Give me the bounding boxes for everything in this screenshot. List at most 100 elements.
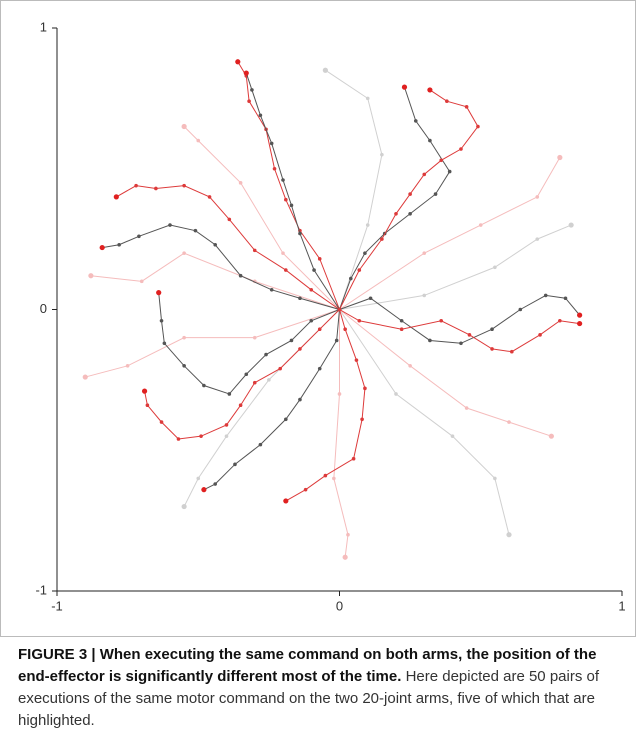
- end-effector: [113, 194, 119, 200]
- end-effector: [181, 503, 187, 510]
- joint: [202, 383, 206, 388]
- joint: [346, 532, 350, 537]
- joint: [213, 242, 217, 247]
- joint: [323, 473, 328, 478]
- joint: [510, 349, 514, 354]
- end-effector: [156, 290, 162, 296]
- end-effector: [283, 498, 289, 504]
- joint: [224, 434, 229, 438]
- joint: [196, 138, 201, 143]
- joint: [182, 251, 186, 255]
- joint: [467, 333, 472, 337]
- joint: [476, 124, 480, 129]
- joint: [380, 237, 384, 241]
- joint: [298, 296, 302, 301]
- y-tick-label: 0: [40, 301, 47, 316]
- joint: [224, 423, 229, 427]
- joint: [145, 403, 150, 408]
- joint: [168, 223, 172, 227]
- joint: [428, 338, 432, 343]
- joint: [422, 251, 427, 255]
- figure-border: [0, 0, 636, 637]
- arm-line: [102, 224, 340, 310]
- joint: [535, 195, 540, 199]
- joint: [332, 476, 336, 481]
- joint: [252, 248, 257, 253]
- end-effector: [88, 273, 94, 279]
- joint: [337, 307, 342, 312]
- end-effector: [548, 433, 554, 439]
- joint: [445, 99, 449, 103]
- joint: [264, 352, 268, 357]
- joint: [182, 335, 186, 340]
- joint: [363, 386, 367, 391]
- end-effector: [568, 222, 574, 228]
- joint: [413, 119, 418, 123]
- joint: [252, 335, 257, 340]
- end-effector: [577, 320, 583, 327]
- x-tick-label: 1: [618, 598, 625, 613]
- joint: [343, 327, 347, 332]
- joint: [193, 228, 198, 233]
- arm-line: [116, 185, 340, 310]
- joint: [298, 347, 302, 351]
- joint: [563, 296, 568, 301]
- joint: [137, 234, 141, 239]
- end-effector: [243, 70, 249, 76]
- plot-area: -1 0 1 -1 0 1: [35, 19, 625, 613]
- joint: [258, 113, 263, 118]
- end-effector: [506, 532, 512, 538]
- arm-line: [339, 309, 580, 353]
- joint: [309, 318, 314, 323]
- joint: [182, 183, 186, 188]
- arm-line: [85, 309, 340, 378]
- caption-text: Here depicted are 50 pairs of executions…: [18, 668, 600, 729]
- joint: [284, 197, 288, 202]
- joint: [450, 434, 455, 438]
- joint: [428, 138, 432, 143]
- joint: [354, 358, 359, 362]
- joint: [558, 318, 562, 323]
- joint: [250, 88, 254, 92]
- joint: [213, 482, 217, 486]
- caption: FIGURE 3 | When executing the same comma…: [18, 644, 623, 732]
- joint: [176, 437, 181, 441]
- joint: [244, 372, 249, 377]
- end-effector: [201, 487, 207, 493]
- joint: [408, 211, 412, 216]
- joint: [439, 158, 444, 163]
- joint: [162, 341, 167, 346]
- joint: [408, 192, 412, 196]
- joint: [357, 268, 362, 272]
- joint: [258, 442, 263, 447]
- end-effector: [342, 554, 348, 560]
- joint: [543, 293, 548, 298]
- joint: [199, 434, 203, 438]
- joint: [394, 392, 398, 396]
- joint: [154, 186, 158, 191]
- arm-line: [158, 292, 340, 395]
- joint: [394, 211, 398, 216]
- joint: [159, 318, 164, 323]
- joint: [284, 268, 288, 272]
- joint: [312, 268, 316, 272]
- joint: [433, 192, 438, 196]
- arm-line: [339, 157, 561, 310]
- chart: -1 0 1 -1 0 1: [0, 0, 636, 637]
- y-tick-label: 1: [40, 19, 47, 34]
- arm-line: [90, 252, 340, 310]
- joint: [272, 166, 277, 171]
- joint: [278, 366, 282, 371]
- joint: [422, 172, 427, 177]
- joint: [139, 279, 144, 284]
- joint: [233, 462, 237, 467]
- joint: [298, 231, 302, 236]
- joint: [490, 347, 494, 351]
- joint: [459, 341, 463, 346]
- arm-line: [339, 309, 552, 437]
- joint: [303, 487, 308, 492]
- caption-bold: FIGURE 3 | When executing the same comma…: [18, 646, 597, 685]
- joint: [507, 420, 511, 424]
- joint: [117, 242, 121, 247]
